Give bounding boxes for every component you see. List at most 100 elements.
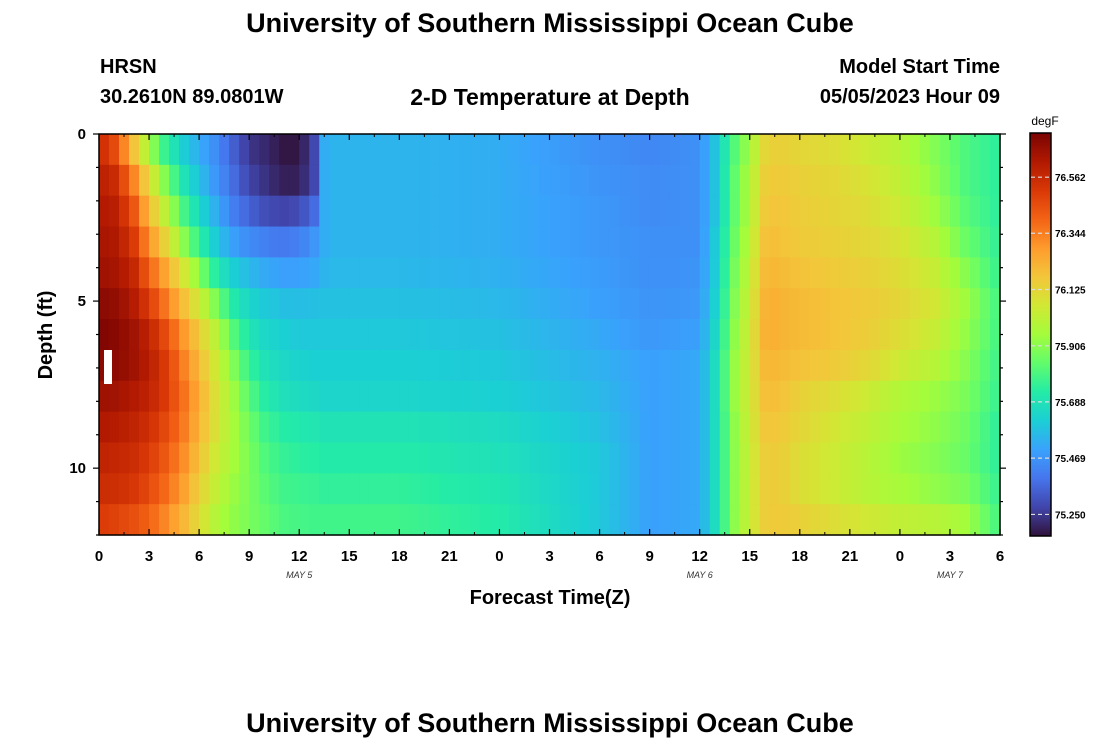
heatmap-cell — [819, 195, 831, 228]
heatmap-cell — [329, 195, 340, 228]
heatmap-cell — [559, 134, 571, 166]
heatmap-cell — [319, 257, 330, 289]
heatmap-cell — [519, 257, 531, 289]
heatmap-cell — [739, 164, 751, 197]
heatmap-cell — [959, 195, 971, 228]
heatmap-cell — [719, 288, 731, 320]
heatmap-cell — [189, 473, 200, 505]
heatmap-cell — [359, 473, 370, 505]
heatmap-cell — [559, 349, 571, 382]
heatmap-cell — [659, 442, 671, 474]
heatmap-cell — [199, 411, 210, 444]
heatmap-cell — [739, 411, 751, 444]
heatmap-cell — [269, 442, 280, 474]
heatmap-cell — [639, 195, 651, 228]
heatmap-cell — [899, 349, 911, 382]
heatmap-cell — [749, 349, 761, 382]
station-name: HRSN — [100, 56, 157, 78]
heatmap-cell — [669, 195, 681, 228]
heatmap-cell — [369, 226, 380, 258]
heatmap-cell — [529, 164, 541, 197]
heatmap-cell — [399, 288, 410, 320]
heatmap-cell — [659, 319, 671, 351]
heatmap-cell — [899, 473, 911, 505]
heatmap-cell — [229, 226, 240, 258]
heatmap-cell — [199, 349, 210, 382]
heatmap-cell — [509, 319, 521, 351]
heatmap-cell — [869, 473, 881, 505]
heatmap-cell — [949, 288, 961, 320]
heatmap-cell — [889, 473, 901, 505]
heatmap-cell — [849, 473, 861, 505]
heatmap-cell — [889, 319, 901, 351]
heatmap-cell — [329, 411, 340, 444]
heatmap-cell — [219, 134, 230, 166]
heatmap-cell — [799, 504, 811, 536]
heatmap-cell — [279, 164, 290, 197]
heatmap-cell — [819, 411, 831, 444]
heatmap-cell — [459, 349, 471, 382]
heatmap-cell — [439, 226, 450, 258]
heatmap-cell — [329, 349, 340, 382]
heatmap-cell — [639, 380, 651, 413]
heatmap-cell — [609, 380, 621, 413]
heatmap-cell — [489, 134, 501, 166]
heatmap-cell — [989, 473, 1001, 505]
heatmap-cell — [729, 473, 741, 505]
heatmap-cell — [129, 380, 140, 413]
heatmap-cell — [209, 134, 220, 166]
heatmap-cell — [269, 257, 280, 289]
heatmap-cell — [799, 411, 811, 444]
heatmap-cell — [619, 319, 631, 351]
heatmap-cell — [979, 134, 991, 166]
heatmap-cell — [959, 164, 971, 197]
heatmap-cell — [389, 226, 400, 258]
heatmap-cell — [789, 226, 801, 258]
heatmap-cell — [849, 380, 861, 413]
heatmap-cell — [189, 319, 200, 351]
heatmap-cell — [569, 319, 581, 351]
heatmap-cell — [179, 288, 190, 320]
heatmap-cell — [859, 349, 871, 382]
heatmap-cell — [829, 257, 841, 289]
heatmap-cell — [509, 288, 521, 320]
heatmap-cell — [709, 380, 721, 413]
heatmap-cell — [659, 411, 671, 444]
colorbar-tick-label: 76.562 — [1055, 173, 1086, 184]
heatmap-cell — [179, 134, 190, 166]
x-tick-label: 0 — [495, 548, 503, 565]
heatmap-cell — [819, 504, 831, 536]
heatmap-cell — [289, 442, 300, 474]
heatmap-cell — [679, 134, 691, 166]
heatmap-cell — [929, 473, 941, 505]
heatmap-cell — [359, 134, 370, 166]
x-tick-label: 0 — [95, 548, 103, 565]
heatmap-cell — [969, 442, 981, 474]
heatmap-cell — [599, 134, 611, 166]
heatmap-cell — [129, 257, 140, 289]
heatmap-cell — [349, 442, 360, 474]
heatmap-cell — [309, 504, 320, 536]
heatmap-cell — [749, 473, 761, 505]
heatmap-cell — [989, 226, 1001, 258]
heatmap-cell — [899, 411, 911, 444]
heatmap-cell — [149, 411, 160, 444]
heatmap-cell — [849, 442, 861, 474]
heatmap-cell — [139, 349, 150, 382]
heatmap-cell — [459, 473, 471, 505]
heatmap-cell — [329, 319, 340, 351]
heatmap-cell — [589, 473, 601, 505]
heatmap-cell — [969, 380, 981, 413]
heatmap-cell — [839, 164, 851, 197]
heatmap-cell — [99, 473, 110, 505]
heatmap-cell — [579, 134, 591, 166]
heatmap-cell — [979, 257, 991, 289]
heatmap-cell — [609, 257, 621, 289]
heatmap-cell — [389, 442, 400, 474]
x-axis: 0 3 6 9 12 15 18 21 0 3 6 9 12 15 18 21 0 3 6 MAY 5 MAY 6 MAY… — [95, 134, 1004, 580]
heatmap-cell — [879, 442, 891, 474]
heatmap-cell — [409, 195, 420, 228]
heatmap-cell — [759, 473, 771, 505]
heatmap-cell — [369, 349, 380, 382]
heatmap-cell — [989, 164, 1001, 197]
